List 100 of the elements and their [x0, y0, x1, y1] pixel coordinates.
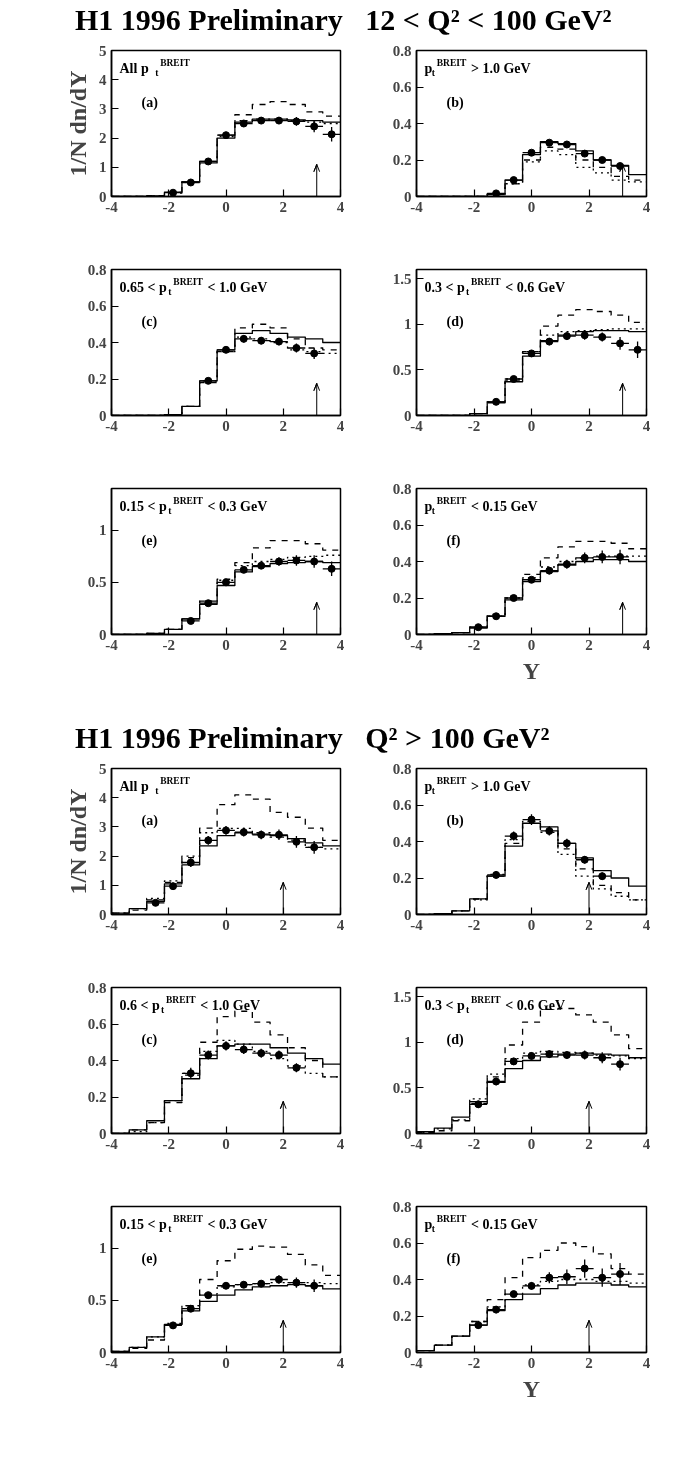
x-tick-label: 0 [527, 1135, 536, 1152]
x-tick-label: -2 [467, 916, 481, 933]
y-tick-label: 0.8 [87, 979, 107, 996]
y-tick-label: 4 [99, 789, 107, 806]
x-tick-label: -4 [410, 1135, 424, 1152]
x-tick-label: -2 [467, 636, 481, 653]
x-tick-label: 4 [336, 1135, 345, 1152]
y-tick-label: 0.6 [392, 1235, 412, 1251]
x-tick-label: 2 [585, 916, 593, 933]
y-tick-label: 0.4 [87, 1052, 107, 1069]
annotation: (d) [446, 1032, 464, 1048]
x-tick-label: -4 [410, 1354, 424, 1371]
annotation: (b) [446, 95, 464, 111]
x-tick-label: 0 [222, 1354, 230, 1371]
x-tick-label: -4 [410, 198, 424, 215]
x-tick-label: 2 [279, 1135, 287, 1152]
x-tick-label: 0 [222, 417, 230, 434]
y-tick-label: 0.8 [392, 760, 412, 777]
x-tick-label: -2 [162, 198, 175, 215]
y-tick-label: 0.6 [87, 298, 107, 314]
y-tick-label: 0.6 [392, 797, 412, 813]
x-tick-label: -4 [105, 1354, 119, 1371]
x-tick-label: -2 [467, 1354, 481, 1371]
y-tick-label: 1 [99, 877, 107, 894]
y-tick-label: 0.5 [87, 574, 107, 591]
x-tick-label: 4 [336, 417, 345, 434]
annotation: (f) [446, 1251, 461, 1267]
annotation: (e) [141, 533, 158, 549]
y-tick-label: 1.5 [392, 270, 412, 287]
y-tick-label: 0.8 [392, 480, 412, 497]
y-tick-label: 0.4 [392, 115, 412, 132]
annotation: (c) [141, 1032, 158, 1048]
x-tick-label: 2 [585, 636, 593, 653]
x-tick-label: 4 [336, 636, 345, 653]
y-tick-label: 1.5 [392, 988, 412, 1005]
y-tick-label: 1 [99, 1240, 107, 1257]
x-tick-label: 0 [222, 1135, 230, 1152]
y-tick-label: 0.4 [392, 833, 412, 850]
y-tick-label: 2 [99, 848, 107, 865]
x-axis-title: Y [522, 1375, 541, 1402]
y-tick-label: 0.2 [392, 152, 412, 168]
y-tick-label: 0.8 [392, 42, 412, 59]
y-tick-label: 0.2 [87, 1089, 107, 1105]
x-axis-title: Y [522, 657, 541, 684]
annotation: (c) [141, 314, 158, 330]
x-tick-label: -4 [105, 417, 119, 434]
x-tick-label: 4 [642, 636, 651, 653]
x-tick-label: 0 [222, 636, 230, 653]
y-tick-label: 0.4 [87, 334, 107, 351]
x-tick-label: 0 [527, 636, 536, 653]
annotation: (f) [446, 533, 461, 549]
x-tick-label: -4 [105, 916, 119, 933]
y-tick-label: 5 [99, 760, 107, 777]
x-tick-label: -2 [162, 417, 175, 434]
y-tick-label: 0.4 [392, 1271, 412, 1288]
y-tick-label: 3 [99, 100, 107, 117]
x-tick-label: 2 [585, 198, 593, 215]
x-tick-label: -4 [105, 1135, 119, 1152]
x-tick-label: -4 [105, 198, 119, 215]
y-tick-label: 2 [99, 130, 107, 147]
x-tick-label: 4 [336, 198, 345, 215]
x-tick-label: 0 [222, 916, 230, 933]
x-tick-label: 0 [527, 916, 536, 933]
x-tick-label: 2 [585, 1354, 593, 1371]
chart-title: H1 1996 Preliminary Q² > 100 GeV² [75, 720, 550, 756]
y-tick-label: 0.4 [392, 553, 412, 570]
annotation: (a) [141, 813, 159, 829]
x-tick-label: 0 [222, 198, 230, 215]
y-tick-label: 0.6 [87, 1016, 107, 1032]
x-tick-label: -4 [410, 636, 424, 653]
x-tick-label: -2 [467, 1135, 481, 1152]
x-tick-label: 4 [642, 198, 651, 215]
y-tick-label: 0.6 [392, 79, 412, 95]
y-tick-label: 1 [99, 522, 107, 539]
chart-title: H1 1996 Preliminary 12 < Q² < 100 GeV² [75, 2, 612, 38]
x-tick-label: -4 [410, 916, 424, 933]
x-tick-label: -2 [162, 636, 175, 653]
y-tick-label: 0.6 [392, 517, 412, 533]
y-tick-label: 0.2 [392, 1308, 412, 1324]
annotation: (a) [141, 95, 159, 111]
x-tick-label: 4 [642, 1354, 651, 1371]
y-tick-label: 1 [404, 316, 412, 333]
x-tick-label: 4 [642, 417, 651, 434]
x-tick-label: 0 [527, 198, 536, 215]
x-tick-label: 4 [336, 916, 345, 933]
y-axis-title: 1/N dn/dY [65, 788, 91, 895]
x-tick-label: 2 [279, 1354, 287, 1371]
x-tick-label: -2 [467, 198, 481, 215]
y-axis-title: 1/N dn/dY [65, 70, 91, 177]
y-tick-label: 0.2 [392, 590, 412, 606]
y-tick-label: 0.2 [392, 870, 412, 886]
x-tick-label: 0 [527, 417, 536, 434]
x-tick-label: 0 [527, 1354, 536, 1371]
x-tick-label: 2 [585, 1135, 593, 1152]
x-tick-label: -2 [162, 1135, 175, 1152]
x-tick-label: 4 [642, 916, 651, 933]
x-tick-label: -2 [467, 417, 481, 434]
y-tick-label: 0.5 [392, 361, 412, 378]
x-tick-label: 2 [279, 417, 287, 434]
y-tick-label: 1 [404, 1034, 412, 1051]
